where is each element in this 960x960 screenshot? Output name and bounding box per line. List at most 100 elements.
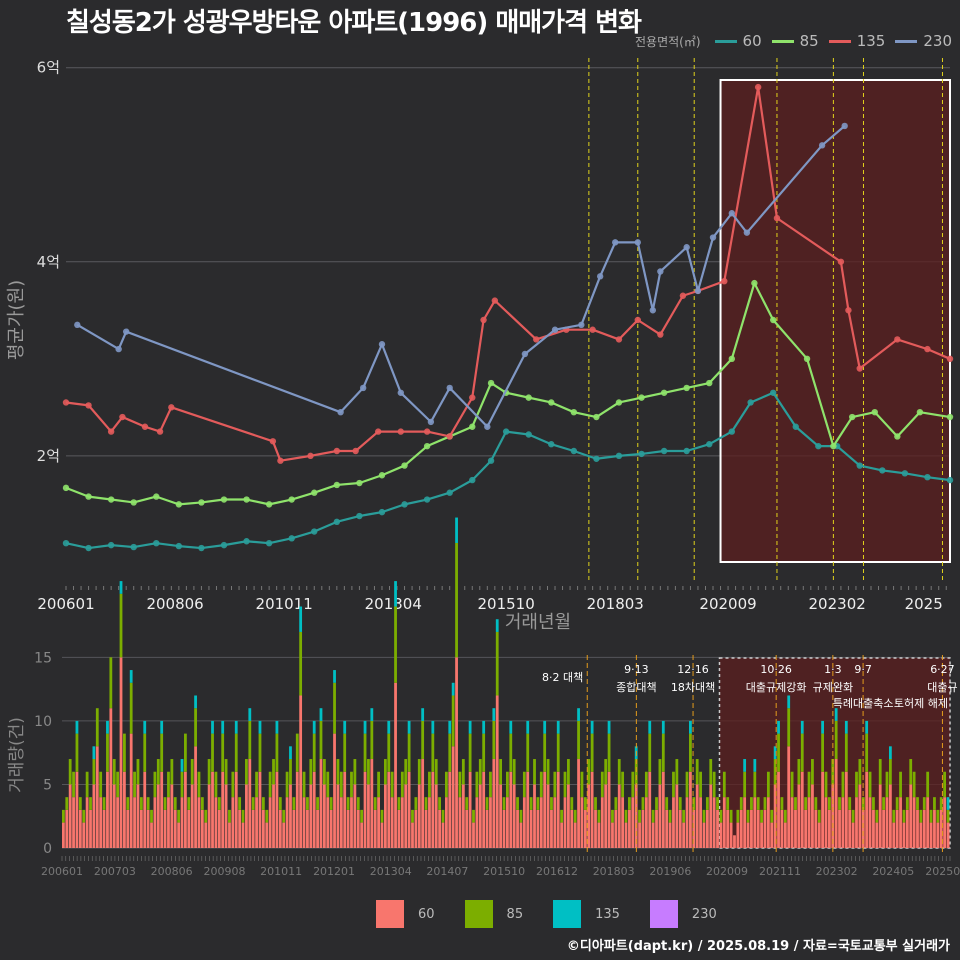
volume-bar-60 [438,809,442,848]
volume-bar-85 [916,797,919,810]
volume-bar-60 [885,797,889,848]
volume-bar-60 [411,822,414,848]
series-point-60 [548,441,555,448]
volume-bar-85 [295,733,299,772]
series-point-60 [311,528,318,535]
series-point-85 [107,496,115,503]
volume-bar-85 [743,771,747,798]
volume-bar-85 [739,797,743,810]
volume-bar-60 [661,771,665,848]
volume-bar-85 [827,797,831,810]
volume-bar-60 [729,822,733,848]
volume-bar-60 [394,682,397,848]
volume-bar-60 [187,809,191,848]
volume-bar-85 [411,809,414,823]
volume-bar-60 [848,809,852,848]
volume-bar-60 [92,784,96,848]
volume-bar-135 [482,720,486,734]
series-point-60 [593,455,600,462]
series-point-85 [848,413,856,421]
volume-bar-135 [248,708,252,721]
series-point-135 [754,83,762,91]
volume-bar-60 [417,784,421,848]
volume-bar-135 [221,720,225,734]
volume-bar-60 [800,771,804,848]
series-point-85 [288,496,295,503]
volume-bar-85 [472,809,475,823]
volume-bar-60 [82,822,86,848]
volume-bar-85 [272,759,275,785]
policy-date-label: 9·7 [854,663,872,676]
volume-bar-60 [353,784,357,848]
volume-bar-135 [773,746,777,760]
series-point-85 [243,496,250,503]
volume-legend-label-230: 230 [691,906,717,922]
volume-bar-85 [878,759,882,785]
volume-bar-60 [302,797,306,848]
volume-bar-60 [814,809,818,848]
volume-bar-85 [705,797,709,810]
volume-bar-60 [295,771,299,848]
volume-bar-135 [844,720,848,734]
volume-bar-60 [685,797,689,848]
volume-bar-60 [139,809,143,848]
volume-bar-85 [197,771,201,798]
volume-bar-135 [888,746,892,760]
volume-bar-60 [675,784,679,848]
volume-bar-135 [299,606,303,632]
series-point-60 [660,447,668,455]
volume-bar-85 [377,771,380,798]
volume-bar-60 [312,771,316,848]
volume-bar-60 [421,759,425,848]
volume-bar-60 [167,797,170,848]
volume-bar-60 [309,784,313,848]
volume-bar-85 [712,771,716,798]
volume-bar-85 [628,797,631,810]
volume-bar-60 [95,746,99,848]
volume-bar-85 [875,809,879,823]
volume-bar-135 [753,759,757,772]
price-x-axis-title: 거래년월 [505,612,571,633]
volume-bar-85 [444,771,448,798]
volume-bar-60 [794,809,797,848]
volume-bar-85 [400,771,404,798]
volume-bar-85 [624,809,628,823]
volume-bar-85 [333,682,336,734]
series-point-85 [85,493,92,500]
volume-bar-85 [407,733,411,772]
volume-bar-60 [607,771,611,848]
series-point-135 [946,355,954,363]
series-point-135 [141,423,149,430]
volume-bar-85 [811,759,814,785]
volume-bar-85 [306,797,309,810]
series-point-135 [533,336,540,343]
volume-bar-85 [895,797,899,810]
volume-bar-85 [892,809,896,823]
volume-bar-60 [414,809,418,848]
volume-bar-85 [421,720,425,760]
volume-bar-85 [689,733,692,772]
volume-bar-85 [373,797,377,810]
volume-bar-85 [441,809,445,823]
series-point-85 [946,413,954,421]
volume-bar-85 [387,733,391,772]
volume-bar-85 [583,797,587,810]
series-point-85 [333,481,341,489]
volume-bar-60 [631,797,635,848]
volume-bar-85 [85,771,89,798]
top-legend: 전용면적(㎡) 60 85 135 230 [635,32,952,50]
volume-bar-60 [482,771,486,848]
series-point-135 [894,336,901,343]
volume-bar-60 [516,809,519,848]
volume-bar-60 [292,809,296,848]
volume-bar-60 [583,809,587,848]
series-point-85 [198,499,205,506]
volume-bar-60 [180,797,184,848]
volume-bar-135 [607,720,611,734]
volume-bar-60 [62,822,65,848]
series-point-85 [770,316,777,324]
volume-bar-85 [570,797,574,810]
volume-bar-85 [909,759,913,785]
series-point-60 [288,535,295,542]
volume-bar-135 [455,517,458,543]
